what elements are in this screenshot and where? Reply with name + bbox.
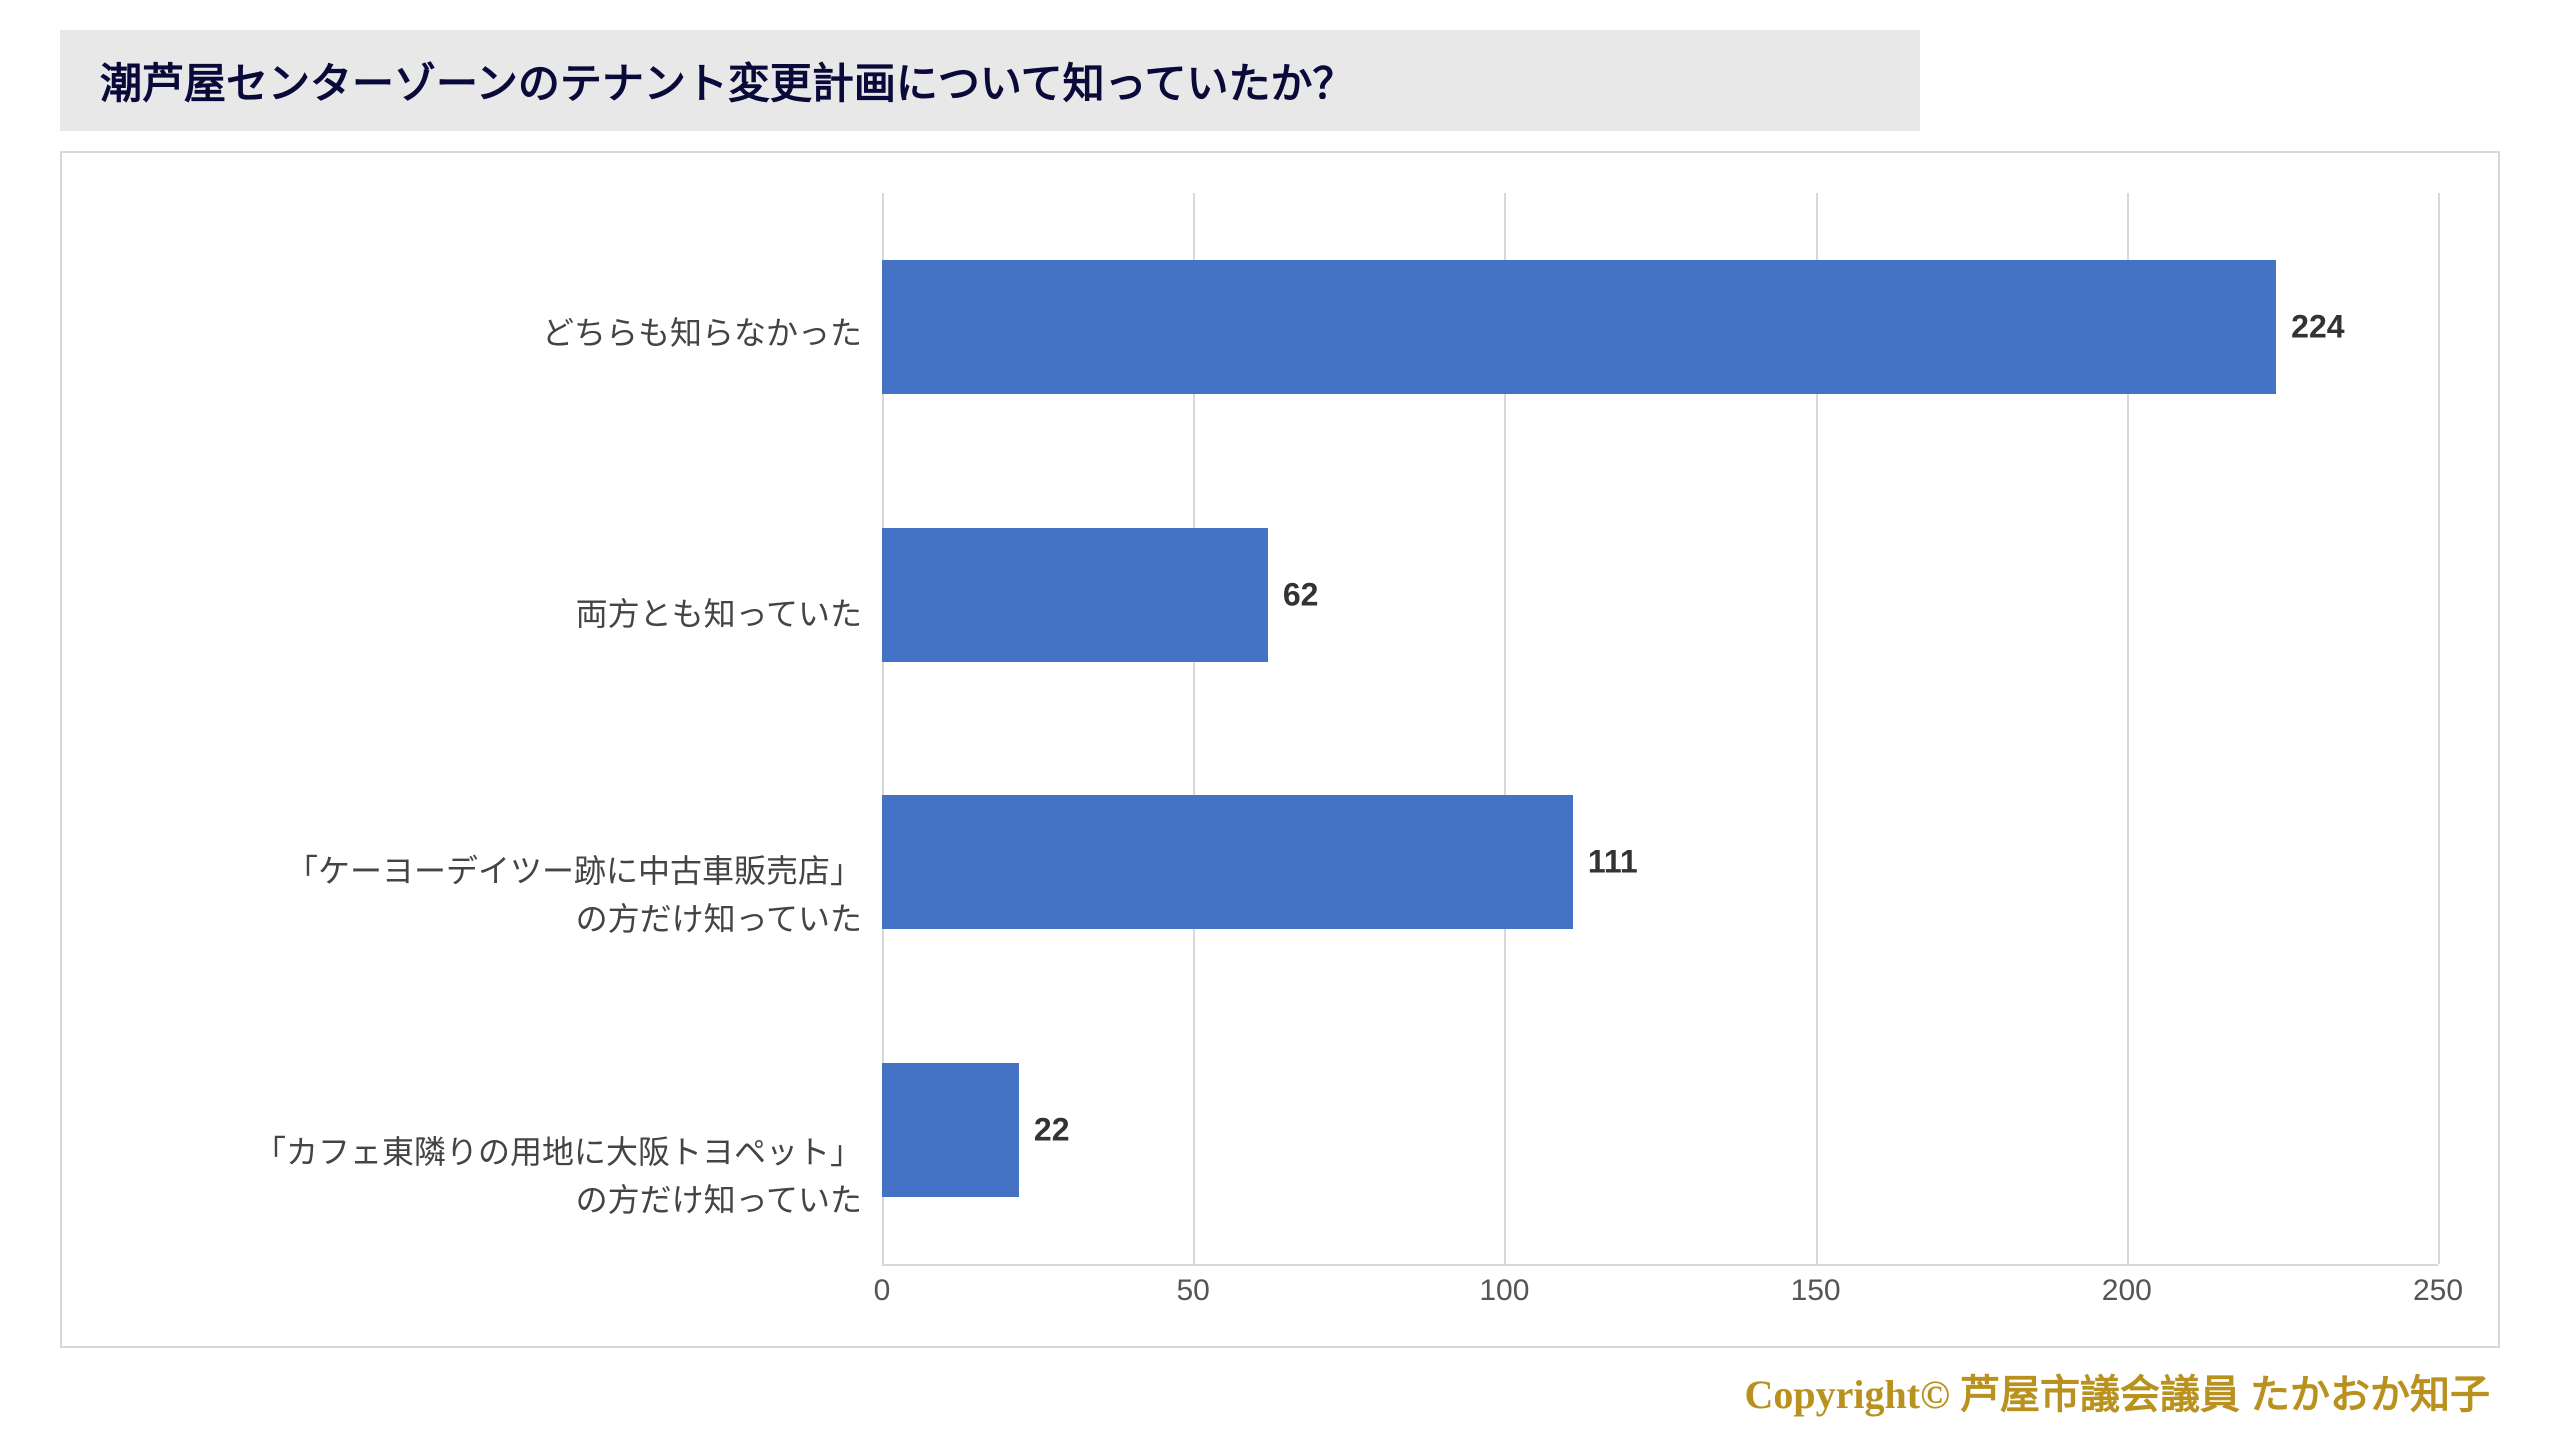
chart-container: どちらも知らなかった両方とも知っていた「ケーヨーデイツー跡に中古車販売店」の方だ… xyxy=(60,151,2500,1348)
bar-value: 62 xyxy=(1283,576,1319,613)
y-label-line: の方だけ知っていた xyxy=(576,1176,862,1224)
y-label-line: どちらも知らなかった xyxy=(542,309,862,357)
y-label-line: の方だけ知っていた xyxy=(576,895,862,943)
bar: 22 xyxy=(882,1063,1019,1197)
y-label-line: 「カフェ東隣りの用地に大阪トヨペット」 xyxy=(254,1128,862,1176)
bar-row: 224 xyxy=(882,193,2438,461)
bar: 224 xyxy=(882,260,2276,394)
bar-row: 22 xyxy=(882,996,2438,1264)
y-axis-labels: どちらも知らなかった両方とも知っていた「ケーヨーデイツー跡に中古車販売店」の方だ… xyxy=(102,193,882,1316)
bar-value: 224 xyxy=(2291,308,2344,345)
y-label-row: どちらも知らなかった xyxy=(102,193,862,474)
x-tick: 250 xyxy=(2413,1274,2463,1308)
x-tick: 0 xyxy=(874,1274,891,1308)
page-root: 潮芦屋センターゾーンのテナント変更計画について知っていたか？ どちらも知らなかっ… xyxy=(0,0,2560,1440)
bar-value: 111 xyxy=(1588,844,1638,881)
x-axis: 050100150200250 xyxy=(882,1266,2438,1316)
copyright-text: Copyright© 芦屋市議会議員 たかおか知子 xyxy=(60,1362,2500,1420)
plot-area: 2246211122 050100150200250 xyxy=(882,193,2438,1316)
y-label-row: 「ケーヨーデイツー跡に中古車販売店」の方だけ知っていた xyxy=(102,755,862,1036)
chart-title: 潮芦屋センターゾーンのテナント変更計画について知っていたか？ xyxy=(100,50,1880,111)
y-label-row: 「カフェ東隣りの用地に大阪トヨペット」の方だけ知っていた xyxy=(102,1035,862,1316)
x-tick: 100 xyxy=(1479,1274,1529,1308)
x-tick: 150 xyxy=(1791,1274,1841,1308)
grid-line xyxy=(2438,193,2440,1264)
chart-title-bar: 潮芦屋センターゾーンのテナント変更計画について知っていたか？ xyxy=(60,30,1920,131)
bar: 62 xyxy=(882,528,1268,662)
x-tick: 200 xyxy=(2102,1274,2152,1308)
bar: 111 xyxy=(882,795,1573,929)
bar-value: 22 xyxy=(1034,1112,1070,1149)
plot-bars: 224 62 111 22 xyxy=(882,193,2438,1266)
y-label-row: 両方とも知っていた xyxy=(102,474,862,755)
x-tick: 50 xyxy=(1177,1274,1210,1308)
chart-inner: どちらも知らなかった両方とも知っていた「ケーヨーデイツー跡に中古車販売店」の方だ… xyxy=(102,193,2438,1316)
y-label-line: 「ケーヨーデイツー跡に中古車販売店」 xyxy=(286,847,862,895)
y-label-line: 両方とも知っていた xyxy=(576,590,862,638)
bar-row: 111 xyxy=(882,729,2438,997)
bar-row: 62 xyxy=(882,461,2438,729)
